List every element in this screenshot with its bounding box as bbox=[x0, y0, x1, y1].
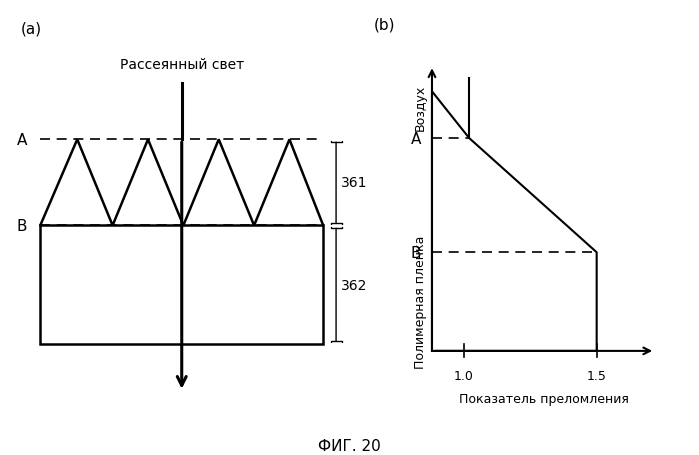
Text: Полимерная пленка: Полимерная пленка bbox=[414, 235, 426, 369]
Text: Воздух: Воздух bbox=[414, 85, 426, 131]
Text: ФИГ. 20: ФИГ. 20 bbox=[318, 438, 381, 453]
Text: (a): (a) bbox=[21, 21, 42, 36]
Text: Рассеянный свет: Рассеянный свет bbox=[120, 58, 244, 72]
Text: B: B bbox=[17, 218, 27, 233]
Text: A: A bbox=[17, 132, 27, 147]
Text: Показатель преломления: Показатель преломления bbox=[459, 393, 628, 405]
Text: A: A bbox=[411, 131, 421, 146]
Text: 1.0: 1.0 bbox=[454, 369, 474, 382]
Text: 1.5: 1.5 bbox=[586, 369, 607, 382]
Text: 362: 362 bbox=[341, 278, 367, 292]
Text: (b): (b) bbox=[373, 17, 395, 32]
Text: B: B bbox=[411, 245, 421, 260]
Text: 361: 361 bbox=[341, 176, 368, 190]
